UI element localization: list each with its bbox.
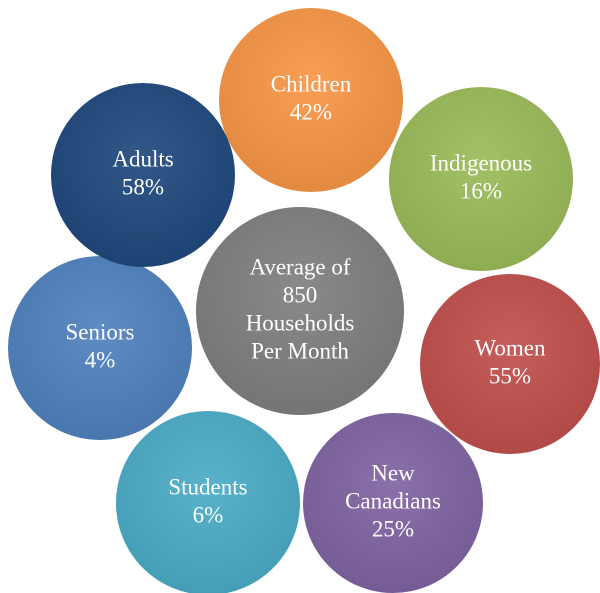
node-shade — [219, 8, 403, 192]
node-shade — [8, 256, 192, 440]
node-text: New — [371, 460, 415, 485]
node-text: 42% — [290, 99, 332, 124]
center-node-text: Per Month — [251, 338, 349, 363]
node-text: Women — [475, 335, 546, 360]
node-text: Adults — [112, 146, 173, 171]
node-shade — [303, 413, 483, 593]
node-text: 16% — [460, 178, 502, 203]
center-node-text: 850 — [283, 282, 318, 307]
node: Children 42% — [219, 8, 403, 192]
node-shade — [51, 83, 235, 267]
node-shade — [116, 411, 300, 593]
node: Women 55% — [420, 274, 600, 454]
node: Indigenous 16% — [389, 87, 573, 271]
node-shade — [389, 87, 573, 271]
node: Adults 58% — [51, 83, 235, 267]
node-shade — [420, 274, 600, 454]
node-text: 58% — [122, 174, 164, 199]
node-text: 6% — [193, 502, 224, 527]
node: New Canadians 25% — [303, 413, 483, 593]
node-text: 4% — [85, 347, 116, 372]
node: Students 6% — [116, 411, 300, 593]
node-text: Indigenous — [430, 150, 532, 175]
node-text: Students — [168, 474, 247, 499]
node-text: 55% — [489, 363, 531, 388]
node-text: Children — [271, 71, 352, 96]
center-node-text: Households — [246, 310, 355, 335]
node: Seniors 4% — [8, 256, 192, 440]
center-node: Average of 850 Households Per Month — [196, 207, 404, 415]
center-node-shade — [196, 207, 404, 415]
node-text: Seniors — [66, 319, 135, 344]
node-text: 25% — [372, 516, 414, 541]
node-text: Canadians — [345, 488, 441, 513]
center-node-text: Average of — [249, 254, 350, 279]
